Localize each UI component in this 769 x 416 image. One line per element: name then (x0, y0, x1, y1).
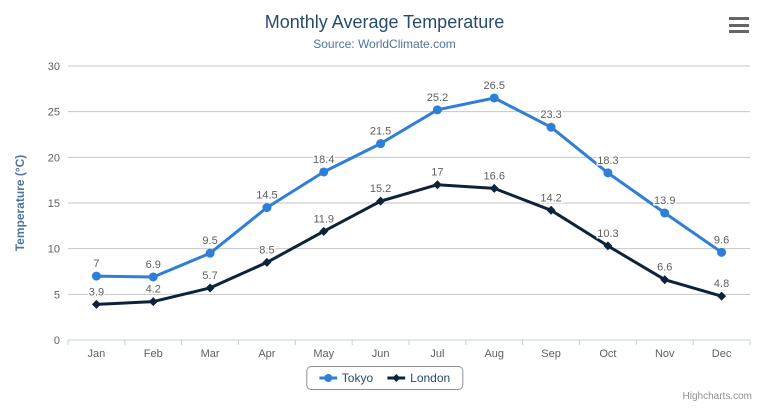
data-label-london: 14.2 (540, 192, 561, 204)
y-axis-label: 25 (48, 107, 60, 119)
data-label-tokyo: 25.2 (427, 92, 448, 104)
data-label-tokyo: 14.5 (256, 190, 277, 202)
data-point-marker-tokyo[interactable] (603, 168, 613, 178)
y-axis-label: 20 (48, 152, 60, 164)
data-label-tokyo: 9.5 (202, 235, 217, 247)
hamburger-bar (729, 17, 749, 20)
data-point-marker-tokyo[interactable] (148, 272, 158, 282)
data-point-marker-london[interactable] (603, 241, 613, 251)
x-axis-label: Dec (712, 348, 732, 360)
data-label-london: 11.9 (313, 213, 334, 225)
data-point-marker-tokyo[interactable] (91, 271, 101, 281)
data-label-tokyo: 18.3 (597, 155, 618, 167)
data-point-marker-tokyo[interactable] (660, 208, 670, 218)
x-axis-label: Oct (599, 348, 616, 360)
data-label-london: 4.8 (714, 278, 729, 290)
data-point-marker-tokyo[interactable] (319, 167, 329, 177)
legend-marker-circle-icon (318, 374, 337, 382)
data-point-marker-tokyo[interactable] (376, 139, 386, 149)
y-axis-label: 5 (54, 289, 60, 301)
data-label-tokyo: 9.6 (714, 234, 729, 246)
hamburger-menu-icon[interactable] (729, 17, 749, 33)
data-label-tokyo: 21.5 (370, 126, 391, 138)
legend-label: Tokyo (341, 371, 374, 385)
data-point-marker-london[interactable] (91, 299, 101, 309)
x-axis-label: Jun (372, 348, 390, 360)
y-axis-label: 0 (54, 335, 60, 347)
series-line-london (94, 183, 724, 306)
data-label-london: 15.2 (370, 183, 391, 195)
data-point-marker-london[interactable] (148, 297, 158, 307)
legend-marker-diamond-icon (387, 374, 406, 382)
data-label-tokyo: 26.5 (484, 80, 505, 92)
chart-title: Monthly Average Temperature (264, 12, 505, 32)
legend-item-london[interactable]: London (387, 371, 450, 385)
data-point-marker-tokyo[interactable] (205, 248, 215, 258)
x-axis-label: May (313, 348, 334, 360)
y-axis-label: 30 (48, 61, 60, 73)
x-axis-label: Jan (88, 348, 106, 360)
data-point-marker-london[interactable] (262, 257, 272, 267)
data-label-london: 4.2 (146, 284, 161, 296)
data-label-tokyo: 18.4 (313, 154, 334, 166)
data-point-marker-tokyo[interactable] (489, 93, 499, 103)
series-line-tokyo (94, 96, 724, 279)
data-label-london: 5.7 (202, 270, 217, 282)
data-point-marker-tokyo[interactable] (546, 122, 556, 132)
data-point-marker-tokyo[interactable] (717, 247, 727, 257)
data-point-marker-tokyo[interactable] (432, 105, 442, 115)
x-axis-label: Sep (541, 348, 561, 360)
data-point-marker-london[interactable] (319, 226, 329, 236)
x-axis-label: Feb (144, 348, 163, 360)
legend-label: London (410, 371, 451, 385)
x-axis-label: Nov (655, 348, 675, 360)
data-point-marker-london[interactable] (205, 283, 215, 293)
chart-subtitle: Source: WorldClimate.com (313, 37, 456, 51)
hamburger-bar (729, 23, 749, 27)
data-point-marker-london[interactable] (717, 291, 727, 301)
data-label-tokyo: 13.9 (654, 195, 675, 207)
y-axis-title: Temperature (°C) (13, 155, 27, 252)
y-axis-label: 10 (48, 244, 60, 256)
data-point-marker-london[interactable] (489, 183, 499, 193)
data-label-london: 10.3 (597, 228, 618, 240)
x-axis-label: Jul (430, 348, 444, 360)
data-label-tokyo: 7 (93, 258, 99, 270)
data-label-tokyo: 6.9 (146, 259, 161, 271)
x-axis-label: Apr (258, 348, 275, 360)
y-axis-label: 15 (48, 198, 60, 210)
data-label-london: 17 (431, 167, 443, 179)
data-label-tokyo: 23.3 (540, 109, 561, 121)
data-label-london: 16.6 (484, 170, 505, 182)
data-point-marker-london[interactable] (432, 180, 442, 190)
x-axis-label: Aug (484, 348, 504, 360)
data-label-london: 3.9 (89, 286, 104, 298)
x-axis-label: Mar (201, 348, 220, 360)
data-point-marker-london[interactable] (546, 205, 556, 215)
legend: Tokyo London (305, 366, 464, 390)
legend-item-tokyo[interactable]: Tokyo (318, 371, 374, 385)
data-point-marker-london[interactable] (660, 275, 670, 285)
data-point-marker-tokyo[interactable] (262, 203, 272, 213)
credits-link[interactable]: Highcharts.com (682, 391, 752, 402)
data-label-london: 8.5 (259, 244, 274, 256)
data-point-marker-london[interactable] (376, 196, 386, 206)
hamburger-bar (729, 30, 749, 33)
data-label-london: 6.6 (657, 262, 672, 274)
